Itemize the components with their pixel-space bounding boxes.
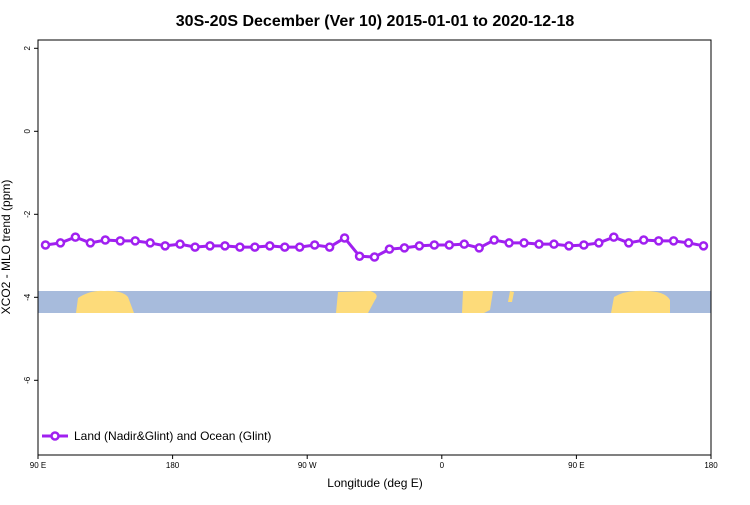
data-point: [40, 240, 51, 250]
data-point: [145, 238, 155, 248]
x-tick-label: 90 E: [30, 461, 46, 470]
data-point: [115, 236, 126, 246]
y-axis-label: XCO2 - MLO trend (ppm): [0, 180, 13, 315]
data-point: [55, 238, 66, 248]
data-point: [294, 242, 305, 252]
legend: Land (Nadir&Glint) and Ocean (Glint): [42, 429, 271, 443]
y-tick-label: -2: [23, 210, 32, 218]
data-point: [205, 241, 215, 251]
data-point: [235, 242, 245, 252]
data-point: [459, 239, 469, 249]
data-point: [70, 232, 81, 242]
data-point: [265, 241, 275, 251]
y-tick-label: 0: [23, 129, 32, 134]
land-ocean-strip: [38, 290, 711, 313]
data-point: [160, 241, 170, 251]
data-point: [414, 241, 425, 251]
x-tick-label: 90 E: [568, 461, 584, 470]
chart-title: 30S-20S December (Ver 10) 2015-01-01 to …: [176, 13, 575, 30]
data-point: [489, 235, 499, 245]
data-point: [339, 233, 350, 243]
data-point: [668, 236, 679, 246]
data-point: [280, 242, 290, 252]
x-axis-label: Longitude (deg E): [327, 476, 422, 490]
data-point: [519, 238, 529, 248]
data-point: [429, 240, 440, 250]
data-point: [609, 232, 619, 242]
y-tick-label: -4: [23, 293, 32, 301]
data-point: [534, 239, 544, 249]
data-point: [683, 238, 694, 248]
data-point: [250, 242, 260, 252]
data-point: [309, 240, 320, 250]
data-point: [369, 252, 380, 262]
data-point: [698, 241, 709, 251]
x-tick-label: 90 W: [298, 461, 317, 470]
y-tick-label: 2: [23, 46, 32, 51]
data-point: [504, 238, 514, 248]
legend-label: Land (Nadir&Glint) and Ocean (Glint): [74, 429, 271, 443]
data-point: [324, 242, 335, 252]
data-point: [594, 238, 604, 248]
data-point: [100, 235, 111, 245]
data-point: [190, 242, 200, 252]
data-point: [638, 235, 649, 245]
data-point: [85, 238, 96, 248]
data-point: [175, 239, 185, 249]
x-tick-label: 180: [704, 461, 718, 470]
x-tick-label: 0: [440, 461, 445, 470]
data-point: [399, 243, 410, 253]
data-point: [549, 239, 559, 249]
data-point: [220, 241, 230, 251]
x-tick-label: 180: [166, 461, 180, 470]
data-point: [354, 251, 365, 261]
data-point: [579, 240, 589, 250]
data-point: [564, 241, 574, 251]
data-point: [384, 244, 395, 254]
data-point: [653, 236, 664, 246]
plot-frame: [37, 39, 712, 456]
data-point: [623, 238, 634, 248]
legend-marker: [50, 431, 60, 441]
data-point: [474, 243, 484, 253]
y-tick-label: -6: [23, 376, 32, 384]
data-point: [444, 240, 455, 250]
data-point: [130, 236, 140, 246]
